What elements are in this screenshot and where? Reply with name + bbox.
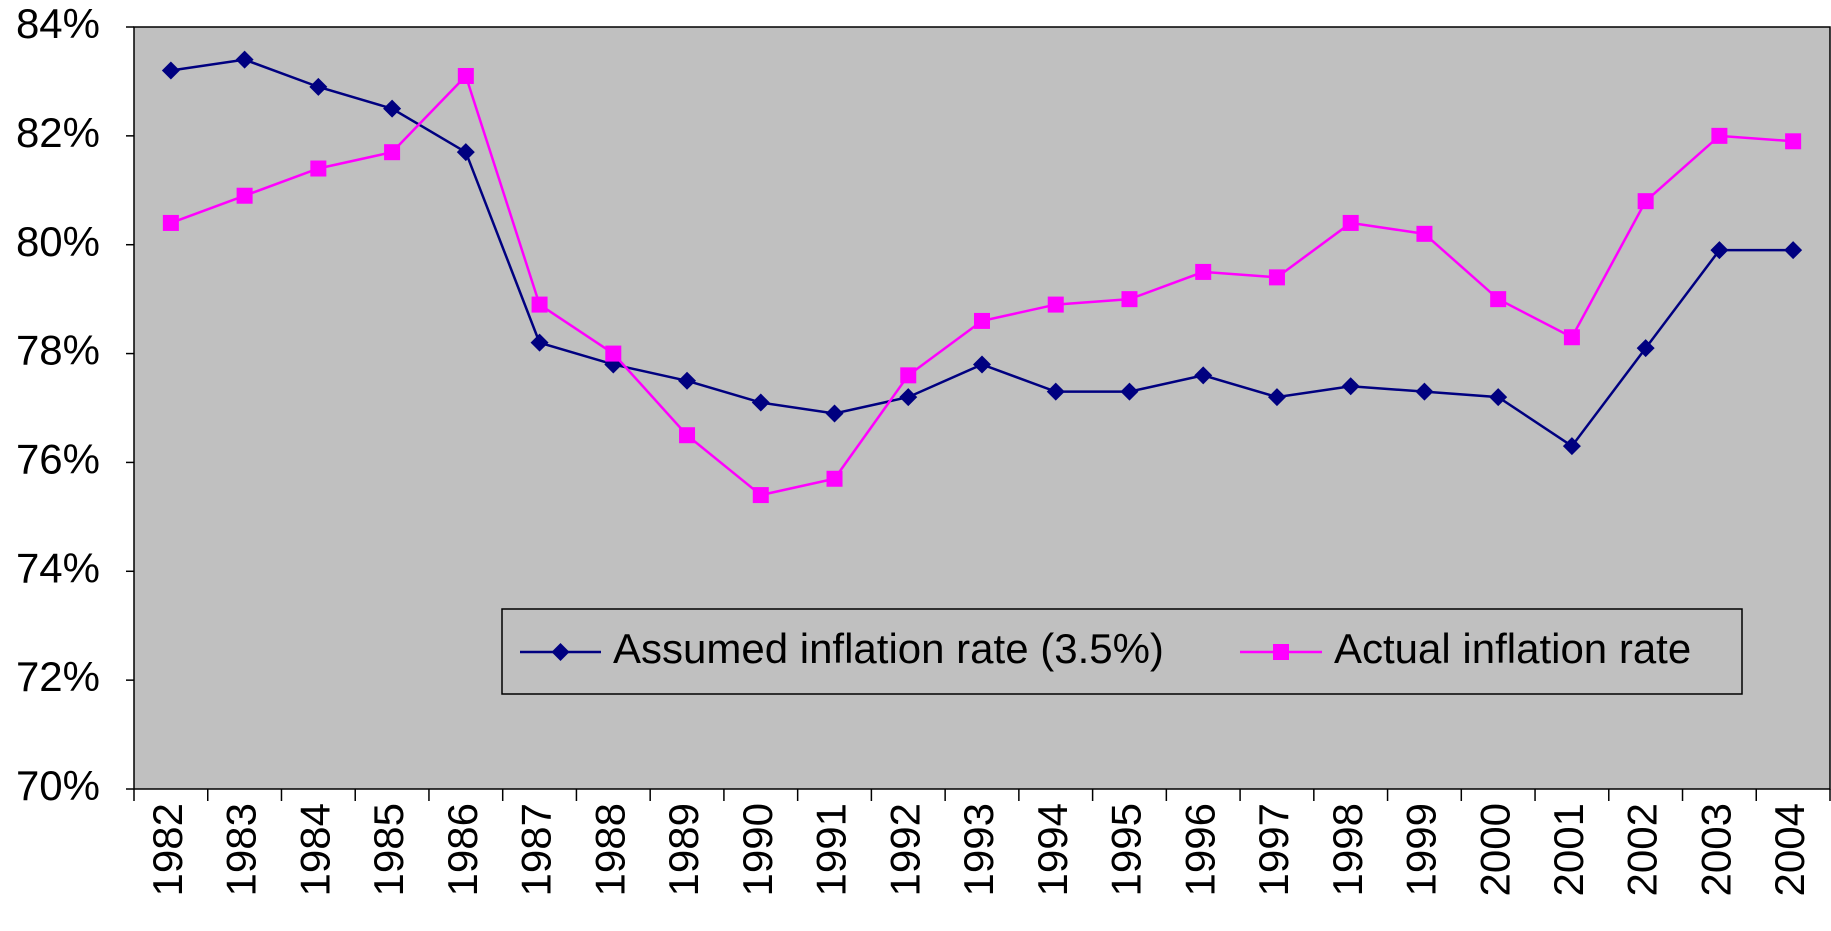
marker bbox=[825, 404, 844, 423]
marker bbox=[1562, 437, 1581, 456]
marker bbox=[236, 187, 253, 204]
x-tick-label: 1988 bbox=[586, 803, 633, 896]
marker bbox=[383, 99, 402, 118]
marker bbox=[826, 470, 843, 487]
marker bbox=[235, 50, 254, 69]
x-tick-label: 1994 bbox=[1029, 803, 1076, 896]
x-tick-label: 1992 bbox=[881, 803, 928, 896]
marker bbox=[899, 388, 918, 407]
legend-label: Assumed inflation rate (3.5%) bbox=[613, 625, 1164, 672]
legend-box bbox=[501, 608, 1743, 695]
marker bbox=[1416, 225, 1433, 242]
marker bbox=[678, 371, 697, 390]
marker bbox=[1046, 382, 1065, 401]
marker bbox=[1563, 329, 1580, 346]
marker bbox=[973, 355, 991, 374]
x-tick-label: 1995 bbox=[1103, 803, 1150, 896]
y-tick-label: 76% bbox=[16, 436, 100, 483]
x-tick-label: 1983 bbox=[218, 803, 265, 896]
y-tick-label: 80% bbox=[16, 218, 100, 265]
x-tick-label: 1996 bbox=[1176, 803, 1223, 896]
y-tick-label: 78% bbox=[16, 327, 100, 374]
marker bbox=[1121, 291, 1138, 308]
marker bbox=[751, 393, 770, 412]
marker bbox=[974, 312, 990, 329]
x-tick-label: 1997 bbox=[1250, 803, 1297, 896]
marker bbox=[1637, 193, 1654, 210]
marker bbox=[1194, 366, 1213, 385]
marker bbox=[1120, 382, 1139, 401]
marker bbox=[1784, 241, 1803, 260]
marker bbox=[1342, 214, 1359, 231]
x-tick-label: 1987 bbox=[513, 803, 560, 896]
marker bbox=[1710, 241, 1729, 260]
y-tick-label: 82% bbox=[16, 109, 100, 156]
marker bbox=[1490, 291, 1507, 308]
x-tick-label: 2003 bbox=[1692, 803, 1739, 896]
marker bbox=[679, 427, 696, 444]
legend-label: Actual inflation rate bbox=[1334, 625, 1691, 672]
marker bbox=[161, 61, 180, 80]
x-tick-label: 1993 bbox=[955, 803, 1002, 896]
x-tick-label: 1986 bbox=[439, 803, 486, 896]
marker bbox=[1341, 377, 1360, 396]
x-tick-label: 1998 bbox=[1324, 803, 1371, 896]
y-tick-label: 74% bbox=[16, 544, 100, 591]
marker bbox=[1711, 127, 1728, 144]
marker bbox=[384, 144, 401, 161]
x-tick-label: 1991 bbox=[808, 803, 855, 896]
x-tick-label: 1982 bbox=[144, 803, 191, 896]
legend: Assumed inflation rate (3.5%) Actual infl… bbox=[501, 608, 1743, 695]
x-tick-label: 1990 bbox=[734, 803, 781, 896]
x-tick-label: 1989 bbox=[660, 803, 707, 896]
marker bbox=[605, 345, 622, 362]
marker bbox=[1195, 263, 1212, 280]
marker bbox=[752, 487, 769, 504]
marker bbox=[530, 333, 549, 352]
marker bbox=[1268, 269, 1285, 286]
marker bbox=[1415, 382, 1434, 401]
x-tick-label: 2004 bbox=[1766, 803, 1813, 896]
marker bbox=[551, 643, 570, 661]
y-tick-label: 72% bbox=[16, 653, 100, 700]
marker bbox=[1047, 296, 1064, 313]
marker bbox=[309, 77, 328, 96]
x-tick-label: 2002 bbox=[1619, 803, 1666, 896]
marker bbox=[1489, 388, 1508, 407]
marker bbox=[900, 367, 917, 384]
y-tick-label: 70% bbox=[16, 762, 100, 809]
marker bbox=[1636, 339, 1655, 358]
marker bbox=[1273, 644, 1289, 660]
x-tick-label: 1985 bbox=[365, 803, 412, 896]
marker bbox=[310, 160, 327, 177]
x-tick-label: 2000 bbox=[1471, 803, 1518, 896]
x-tick-label: 2001 bbox=[1545, 803, 1592, 896]
y-tick-label: 84% bbox=[16, 0, 100, 47]
marker bbox=[1785, 133, 1802, 150]
marker bbox=[1267, 388, 1286, 407]
x-tick-label: 1984 bbox=[291, 803, 338, 896]
x-tick-label: 1999 bbox=[1398, 803, 1445, 896]
marker bbox=[457, 67, 474, 84]
marker bbox=[531, 296, 548, 313]
marker bbox=[456, 143, 475, 162]
marker bbox=[162, 214, 179, 231]
